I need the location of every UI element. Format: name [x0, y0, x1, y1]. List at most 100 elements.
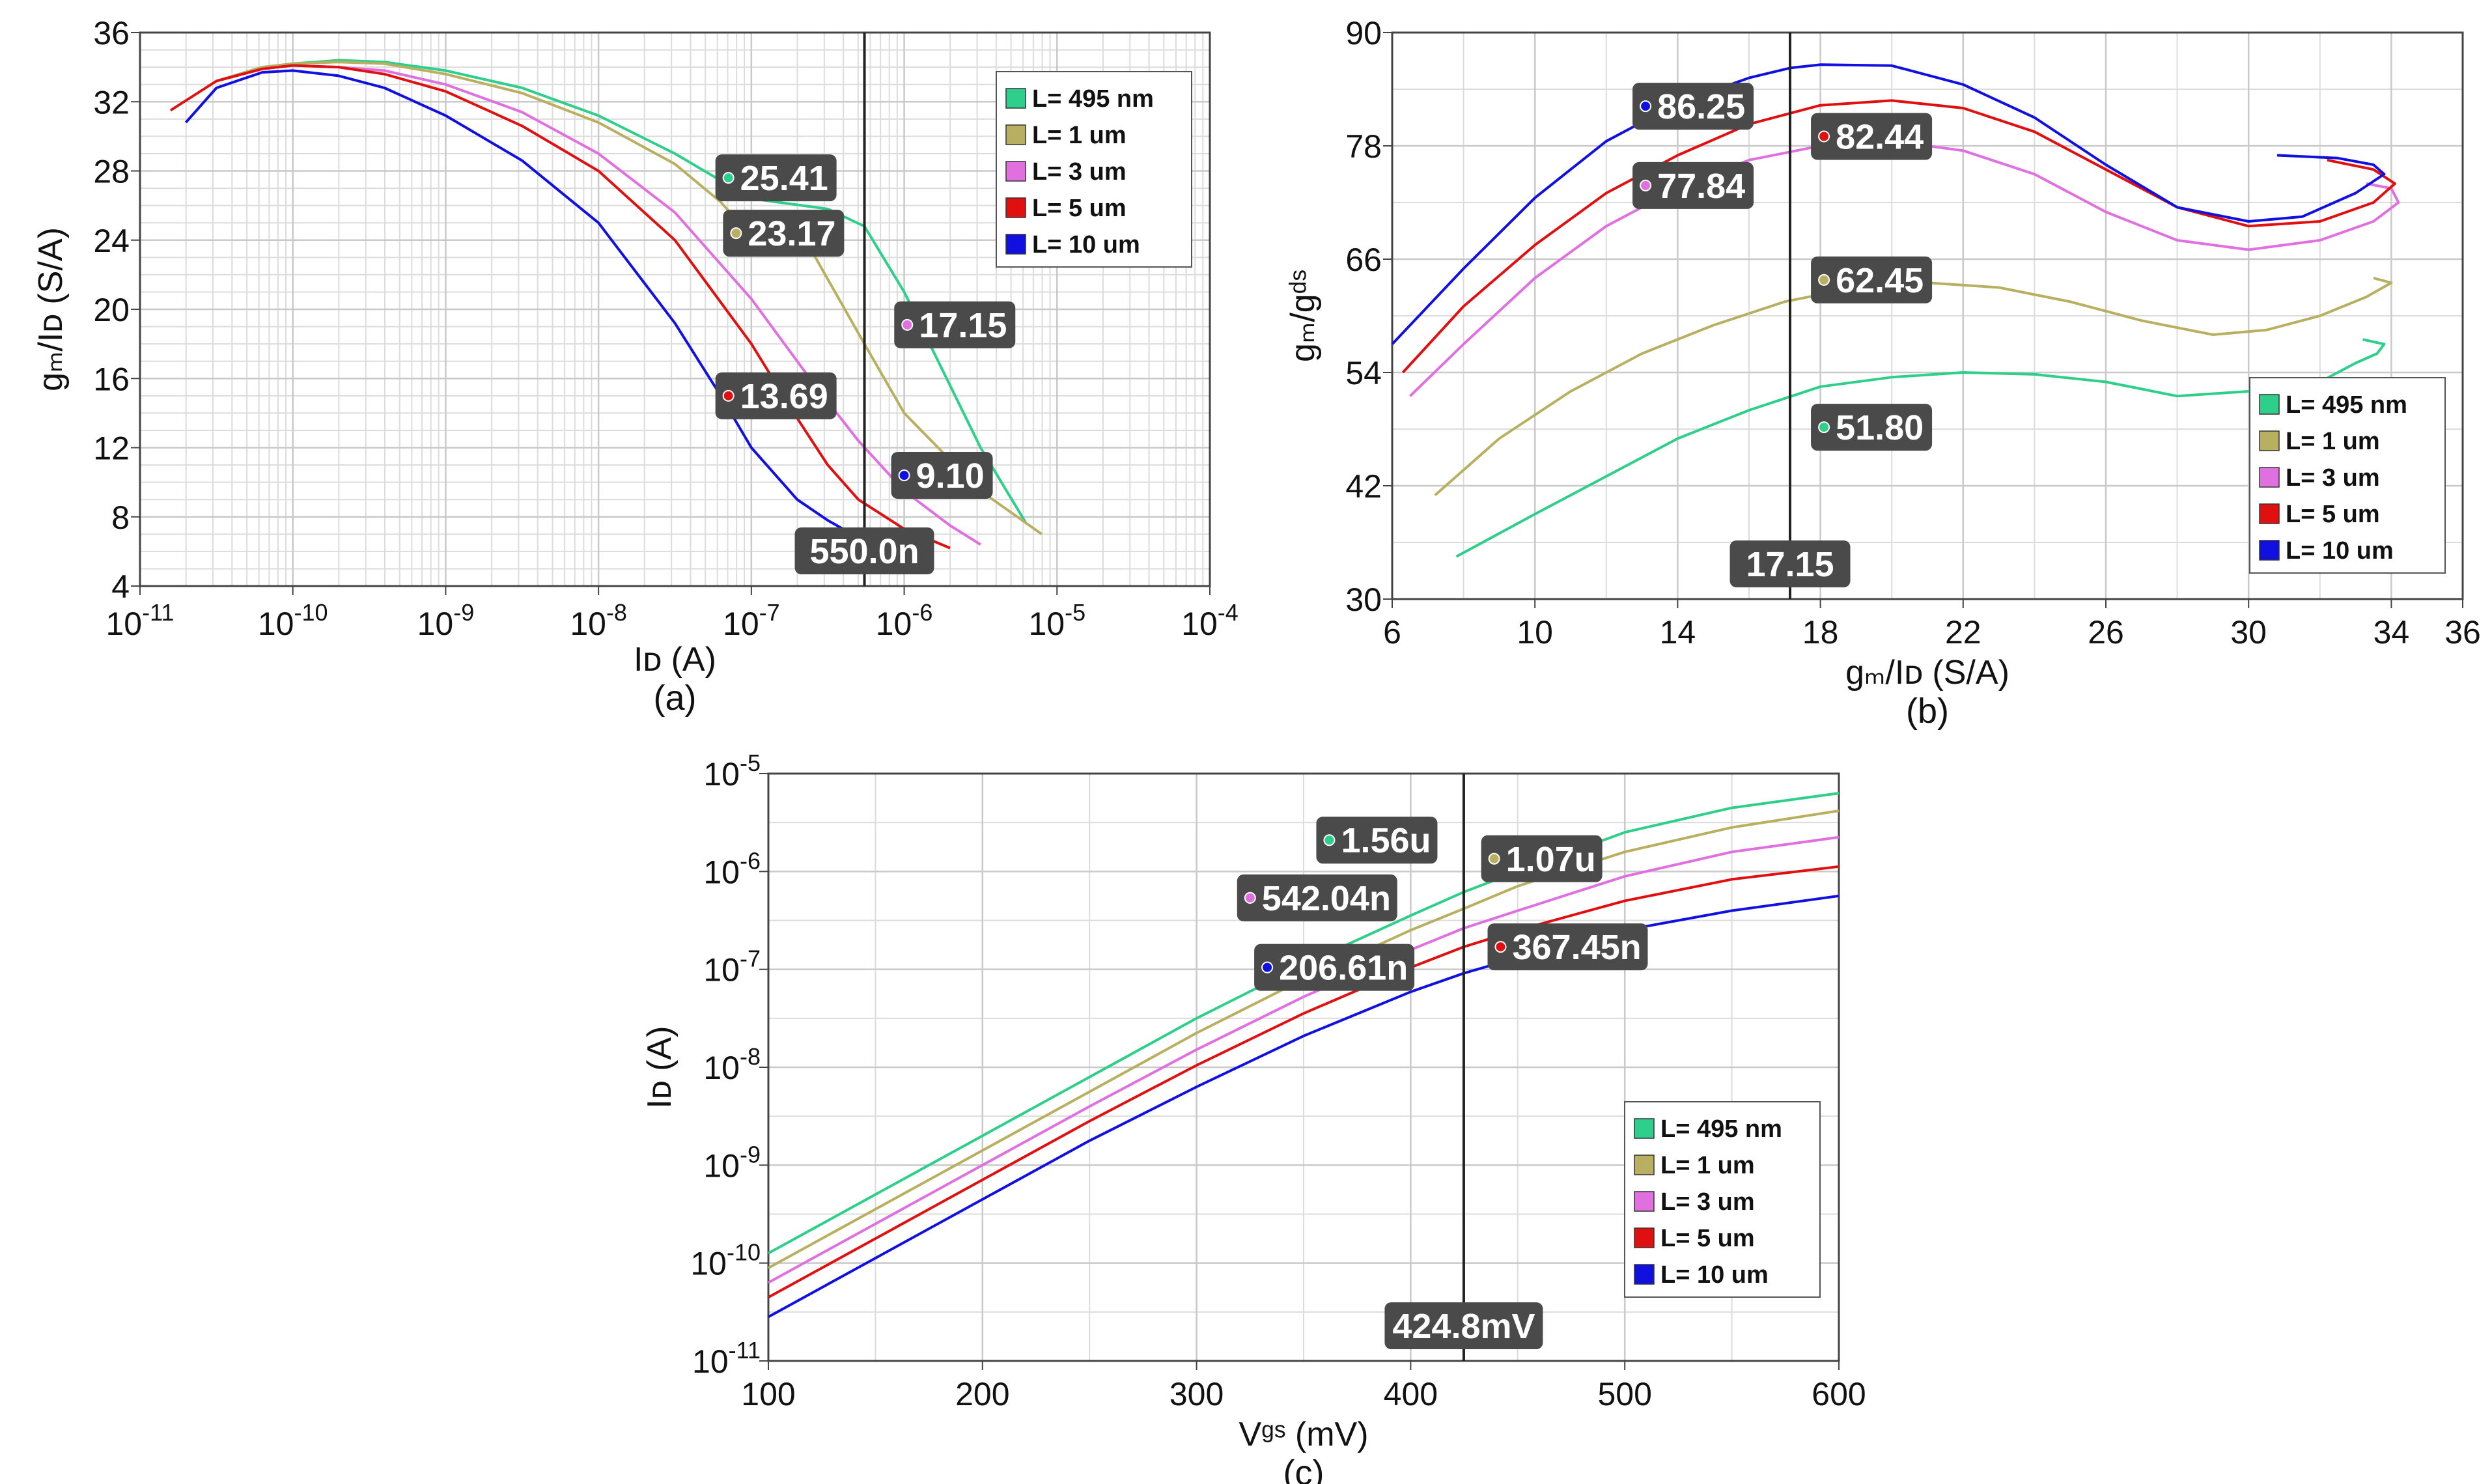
panel-b-xtick-label-1: 10: [1517, 614, 1553, 651]
panel-c-legend-label-2: L= 3 um: [1660, 1188, 1755, 1216]
panel-a-marker-0-dot: [722, 172, 735, 184]
panel-b-series-2: [1409, 139, 2400, 397]
panel-a-series-1: [216, 61, 1043, 535]
panel-c-legend-swatch-2: [1634, 1191, 1655, 1212]
panel-a-marker-4-box: [891, 452, 993, 499]
panel-a-marker-2-dot: [901, 318, 914, 331]
panel-a-marker-2-box: [894, 301, 1016, 348]
panel-a-subtitle: (a): [654, 679, 697, 718]
panel-a-ytick-label-6: 28: [93, 154, 130, 190]
panel-c-marker-4-box: [1254, 944, 1415, 991]
panel-b-marker-3-box: [1811, 256, 1933, 303]
panel-c-legend-label-0: L= 495 nm: [1660, 1115, 1782, 1143]
panel-c-ytick-label-2: 10-9: [703, 1141, 761, 1184]
panel-b-marker-1: 82.44: [1811, 113, 1933, 160]
panel-a-ytick-label-4: 20: [93, 292, 130, 328]
panel-a-series-4: [184, 69, 897, 553]
panel-b-ytick-label-2: 54: [1345, 355, 1382, 391]
panel-a-legend-label-2: L= 3 um: [1032, 158, 1127, 186]
panel-a-ytick-label-8: 36: [93, 15, 130, 51]
panel-c-xtick-label-0: 100: [741, 1376, 795, 1412]
panel-b-marker-2-box: [1632, 161, 1754, 209]
panel-a-xlabel: Iᴅ (A): [634, 641, 716, 679]
panel-c-chart: 100 200 300 400 500 600 10-11 10-10 10-9 10-8 10-…: [641, 749, 1866, 1484]
panel-a-ytick-label-7: 32: [93, 84, 130, 120]
panel-c-legend-swatch-1: [1634, 1155, 1655, 1175]
panel-b-frame: [1391, 31, 2464, 600]
panel-b-ytick-label-0: 30: [1345, 581, 1382, 618]
panel-c-marker-4-label: 206.61n: [1279, 949, 1408, 988]
panel-a-marker-0-box: [715, 154, 837, 202]
panel-c-ytick-label-4: 10-7: [703, 945, 761, 988]
panel-a-xtick-label-3: 10-8: [570, 599, 627, 642]
panel-a-marker-0-label: 25.41: [740, 159, 828, 198]
panel-c-marker-2-dot: [1244, 891, 1256, 904]
panel-b-marker-3-label: 62.45: [1836, 261, 1924, 300]
panel-a-ylabel: gₘ/Iᴅ (S/A): [32, 227, 70, 391]
panel-c-legend-swatch-4: [1634, 1264, 1655, 1285]
panel-c-marker-1-label: 1.07u: [1506, 840, 1596, 879]
panel-b-legend-label-4: L= 10 um: [2286, 537, 2394, 565]
panel-c-xtick-label-4: 500: [1597, 1376, 1651, 1412]
panel-a-marker-3-box: [715, 372, 837, 419]
panel-a-xtick-label-4: 10-7: [723, 599, 780, 642]
panel-c-marker-0-dot: [1323, 834, 1336, 847]
panel-a-legend-label-1: L= 1 um: [1032, 122, 1127, 149]
panel-b-legend-swatch-3: [2259, 503, 2280, 524]
panel-b-ytick-label-3: 66: [1345, 242, 1382, 278]
panel-b-legend-label-0: L= 495 nm: [2286, 391, 2407, 419]
panel-c-xlabel: Vᵍˢ (mV): [1239, 1416, 1368, 1453]
panel-b-xtick-label-0: 6: [1383, 614, 1401, 651]
panel-a-series-3: [169, 64, 951, 550]
panel-b-xlabel: gₘ/Iᴅ (S/A): [1845, 654, 2009, 692]
panel-a-marker-4-dot: [898, 469, 910, 481]
panel-b-xtick-label-3: 18: [1802, 614, 1839, 651]
panel-c-marker-2-label: 542.04n: [1262, 879, 1391, 918]
panel-b-legend-swatch-0: [2259, 394, 2280, 415]
panel-b-legend-label-3: L= 5 um: [2286, 501, 2380, 528]
panel-a-xtick-label-2: 10-9: [417, 599, 475, 642]
panel-a-legend-box: [996, 71, 1192, 268]
panel-a-xtick-label-6: 10-5: [1028, 599, 1085, 642]
panel-c-legend-swatch-0: [1634, 1118, 1655, 1139]
panel-b-ytick-label-4: 78: [1345, 128, 1382, 165]
panel-b-marker-4-box: [1811, 404, 1933, 451]
panel-a-marker-4: 9.10: [891, 452, 993, 499]
panel-c-xtick-label-2: 300: [1169, 1376, 1224, 1412]
panel-a-marker-3-label: 13.69: [740, 377, 828, 416]
panel-b-xtick-label-8: 36: [2444, 614, 2481, 651]
panel-c-marker-1-dot: [1488, 852, 1500, 865]
panel-c-legend-box: [1624, 1101, 1821, 1298]
panel-c-cursor-label: 424.8mV: [1392, 1307, 1535, 1346]
panel-c-marker-1: 1.07u: [1481, 835, 1603, 882]
panel-b-marker-2-dot: [1640, 179, 1652, 191]
panel-c-legend-swatch-3: [1634, 1227, 1655, 1248]
panel-a-marker-1-box: [723, 210, 845, 257]
panel-b-marker-0: 86.25: [1632, 83, 1754, 130]
panel-a-marker-3: 13.69: [715, 372, 837, 419]
panel-c-marker-0-label: 1.56u: [1341, 821, 1431, 860]
panel-b-marker-1-dot: [1818, 130, 1830, 143]
panel-c-marker-0: 1.56u: [1316, 817, 1438, 864]
panel-c-ytick-label-1: 10-10: [690, 1239, 761, 1282]
panel-b-marker-2-label: 77.84: [1657, 167, 1745, 206]
panel-b-legend-swatch-2: [2259, 467, 2280, 488]
panel-a-marker-1-dot: [730, 227, 742, 240]
panel-b-marker-4-label: 51.80: [1836, 408, 1924, 447]
panel-c-xtick-label-1: 200: [955, 1376, 1009, 1412]
panel-c-marker-2: 542.04n: [1237, 874, 1397, 921]
panel-a-legend-label-0: L= 495 nm: [1032, 85, 1154, 113]
panel-b-ytick-label-5: 90: [1345, 15, 1382, 51]
panel-b-xtick-label-7: 34: [2373, 614, 2410, 651]
panel-c-subtitle: (c): [1283, 1453, 1324, 1484]
panel-a-chart: 10-11 10-10 10-9 10-8 10-7 10-6 10-5 10-4 4 8 12 1…: [32, 15, 1239, 718]
panel-a-marker-2-label: 17.15: [919, 306, 1007, 345]
panel-c-series-0: [768, 792, 1840, 1255]
panel-a-cursor-label: 550.0n: [809, 532, 919, 571]
panel-a-legend-swatch-4: [1005, 234, 1026, 255]
panel-a-xtick-label-1: 10-10: [258, 599, 328, 642]
panel-a-xtick-label-0: 10-11: [106, 599, 175, 642]
panel-a-legend-swatch-2: [1005, 161, 1026, 182]
panel-b-xtick-label-4: 22: [1945, 614, 1981, 651]
panel-b-marker-3-dot: [1818, 273, 1830, 286]
